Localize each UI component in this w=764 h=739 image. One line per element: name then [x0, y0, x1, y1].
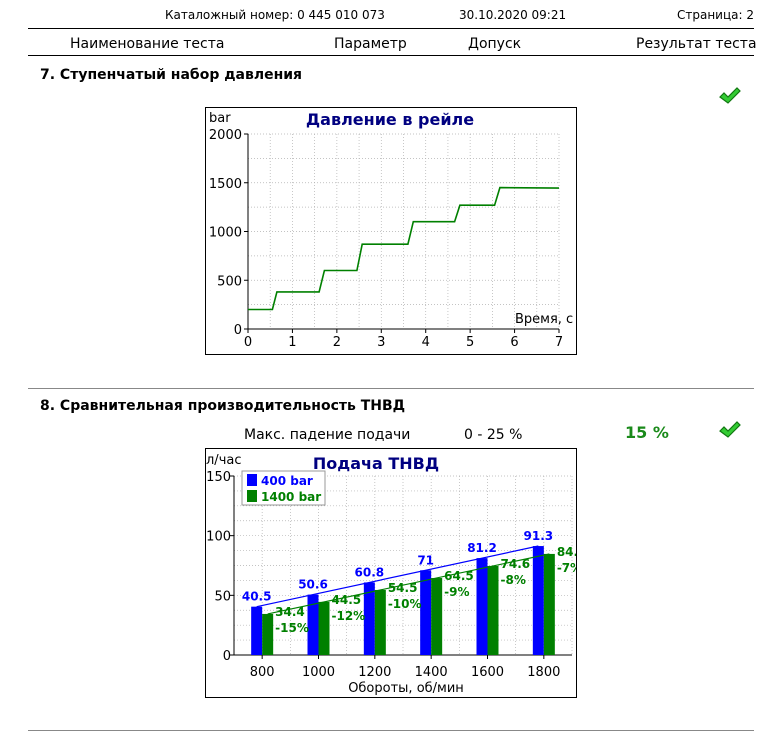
- column-test-name: Наименование теста: [70, 36, 225, 52]
- y-tick-label: 1500: [209, 177, 242, 192]
- pressure-chart-xlabel: Время, с: [515, 312, 573, 327]
- delivery-chart-ylabel: л/час: [206, 453, 241, 468]
- check-mark-icon: [719, 87, 741, 104]
- y-tick-label: 100: [206, 530, 231, 545]
- drop-percent-label: -15%: [275, 621, 309, 635]
- bar-1400-bar: [374, 589, 386, 655]
- page-number: Страница: 2: [677, 8, 754, 22]
- bar-400-bar: [307, 594, 319, 655]
- y-tick-label: 2000: [209, 128, 242, 143]
- value-label-400: 81.2: [467, 541, 497, 555]
- x-tick-label: 1200: [358, 665, 391, 680]
- value-label-400: 71: [417, 553, 434, 567]
- x-tick-label: 4: [422, 335, 430, 350]
- param-max-drop: Макс. падение подачи: [244, 427, 411, 443]
- x-tick-label: 0: [244, 335, 252, 350]
- column-parameter: Параметр: [334, 36, 407, 52]
- drop-percent-label: -9%: [444, 585, 469, 599]
- y-tick-label: 50: [214, 589, 231, 604]
- y-tick-label: 150: [206, 470, 231, 485]
- x-tick-label: 1: [288, 335, 296, 350]
- x-tick-label: 7: [555, 335, 563, 350]
- section-7-title: 7. Ступенчатый набор давления: [40, 67, 303, 83]
- columns-divider: [28, 55, 754, 56]
- y-tick-label: 0: [223, 649, 231, 664]
- x-tick-label: 1000: [302, 665, 335, 680]
- header-divider: [28, 28, 754, 29]
- value-label-400: 60.8: [355, 565, 385, 579]
- y-tick-label: 1000: [209, 226, 242, 241]
- pressure-chart-title: Давление в рейле: [306, 110, 474, 129]
- bar-400-bar: [420, 570, 432, 655]
- x-tick-label: 1800: [527, 665, 560, 680]
- pressure-chart-ylabel: bar: [209, 111, 231, 126]
- result-value: 15 %: [625, 423, 669, 442]
- y-tick-label: 0: [234, 323, 242, 338]
- drop-percent-label: -7%: [557, 561, 577, 575]
- pressure-chart: 0 1 2 3 4 5 6 7 0 500 1000 1500 2000 Давление в рейл…: [205, 107, 577, 355]
- value-label-1400: 84.7: [557, 545, 577, 559]
- section-divider: [28, 730, 754, 731]
- drop-percent-label: -10%: [388, 597, 422, 611]
- legend-swatch-400: [247, 474, 257, 486]
- delivery-chart-legend: 400 bar 1400 bar: [241, 470, 326, 506]
- section-8-title: 8. Сравнительная производительность ТНВД: [40, 398, 406, 414]
- delivery-chart-labels: 40.534.4 -15% 50.6 44.5 -12% 60.854.5 -10% 71 64…: [242, 529, 577, 635]
- value-label-1400: 64.5: [444, 569, 474, 583]
- delivery-chart-bars: [251, 546, 555, 655]
- check-mark-icon: [719, 421, 741, 438]
- bar-1400-bar: [262, 613, 274, 655]
- x-tick-label: 3: [377, 335, 385, 350]
- delivery-chart-axes: [233, 476, 572, 656]
- delivery-chart-title: Подача ТНВД: [313, 454, 439, 473]
- delivery-chart: 0 50 100 150 800 1000 1200 1400 1600 1800 40.534.…: [205, 448, 577, 698]
- x-tick-label: 1400: [415, 665, 448, 680]
- value-label-1400: 74.6: [501, 557, 531, 571]
- legend-label-1400: 1400 bar: [261, 490, 321, 504]
- delivery-chart-trends: [256, 545, 550, 615]
- pressure-chart-ticks: 0 1 2 3 4 5 6 7 0 500 1000 1500 2000: [209, 128, 563, 350]
- value-label-1400: 44.5: [332, 593, 362, 607]
- legend-label-400: 400 bar: [261, 474, 313, 488]
- delivery-chart-ticks: 0 50 100 150 800 1000 1200 1400 1600 1800: [206, 470, 560, 680]
- tolerance-value: 0 - 25 %: [464, 427, 523, 443]
- x-tick-label: 2: [333, 335, 341, 350]
- bar-1400-bar: [487, 565, 499, 655]
- trend-1400-line: [267, 553, 550, 615]
- drop-percent-label: -12%: [332, 609, 366, 623]
- value-label-400: 40.5: [242, 590, 272, 604]
- bar-400-bar: [363, 582, 375, 655]
- bar-400-bar: [476, 558, 488, 655]
- column-tolerance: Допуск: [468, 36, 522, 52]
- x-tick-label: 5: [466, 335, 474, 350]
- x-tick-label: 800: [250, 665, 275, 680]
- legend-swatch-1400: [247, 490, 257, 502]
- catalog-number: Каталожный номер: 0 445 010 073: [165, 8, 385, 22]
- bar-400-bar: [251, 606, 263, 655]
- bar-1400-bar: [318, 601, 330, 655]
- bar-1400-bar: [431, 578, 443, 655]
- value-label-1400: 34.4: [275, 605, 305, 619]
- value-label-400: 50.6: [298, 578, 328, 592]
- x-tick-label: 1600: [471, 665, 504, 680]
- bar-400-bar: [532, 546, 544, 655]
- delivery-chart-xlabel: Обороты, об/мин: [348, 681, 464, 696]
- pressure-chart-grid: [247, 133, 560, 330]
- value-label-1400: 54.5: [388, 581, 418, 595]
- trend-400-line: [256, 545, 539, 608]
- value-label-400: 91.3: [524, 529, 554, 543]
- pressure-series-line: [248, 186, 560, 311]
- drop-percent-label: -8%: [501, 573, 526, 587]
- section-divider: [28, 388, 754, 389]
- report-datetime: 30.10.2020 09:21: [459, 8, 567, 22]
- column-result: Результат теста: [636, 36, 757, 52]
- y-tick-label: 500: [217, 274, 242, 289]
- bar-1400-bar: [543, 553, 555, 655]
- x-tick-label: 6: [510, 335, 518, 350]
